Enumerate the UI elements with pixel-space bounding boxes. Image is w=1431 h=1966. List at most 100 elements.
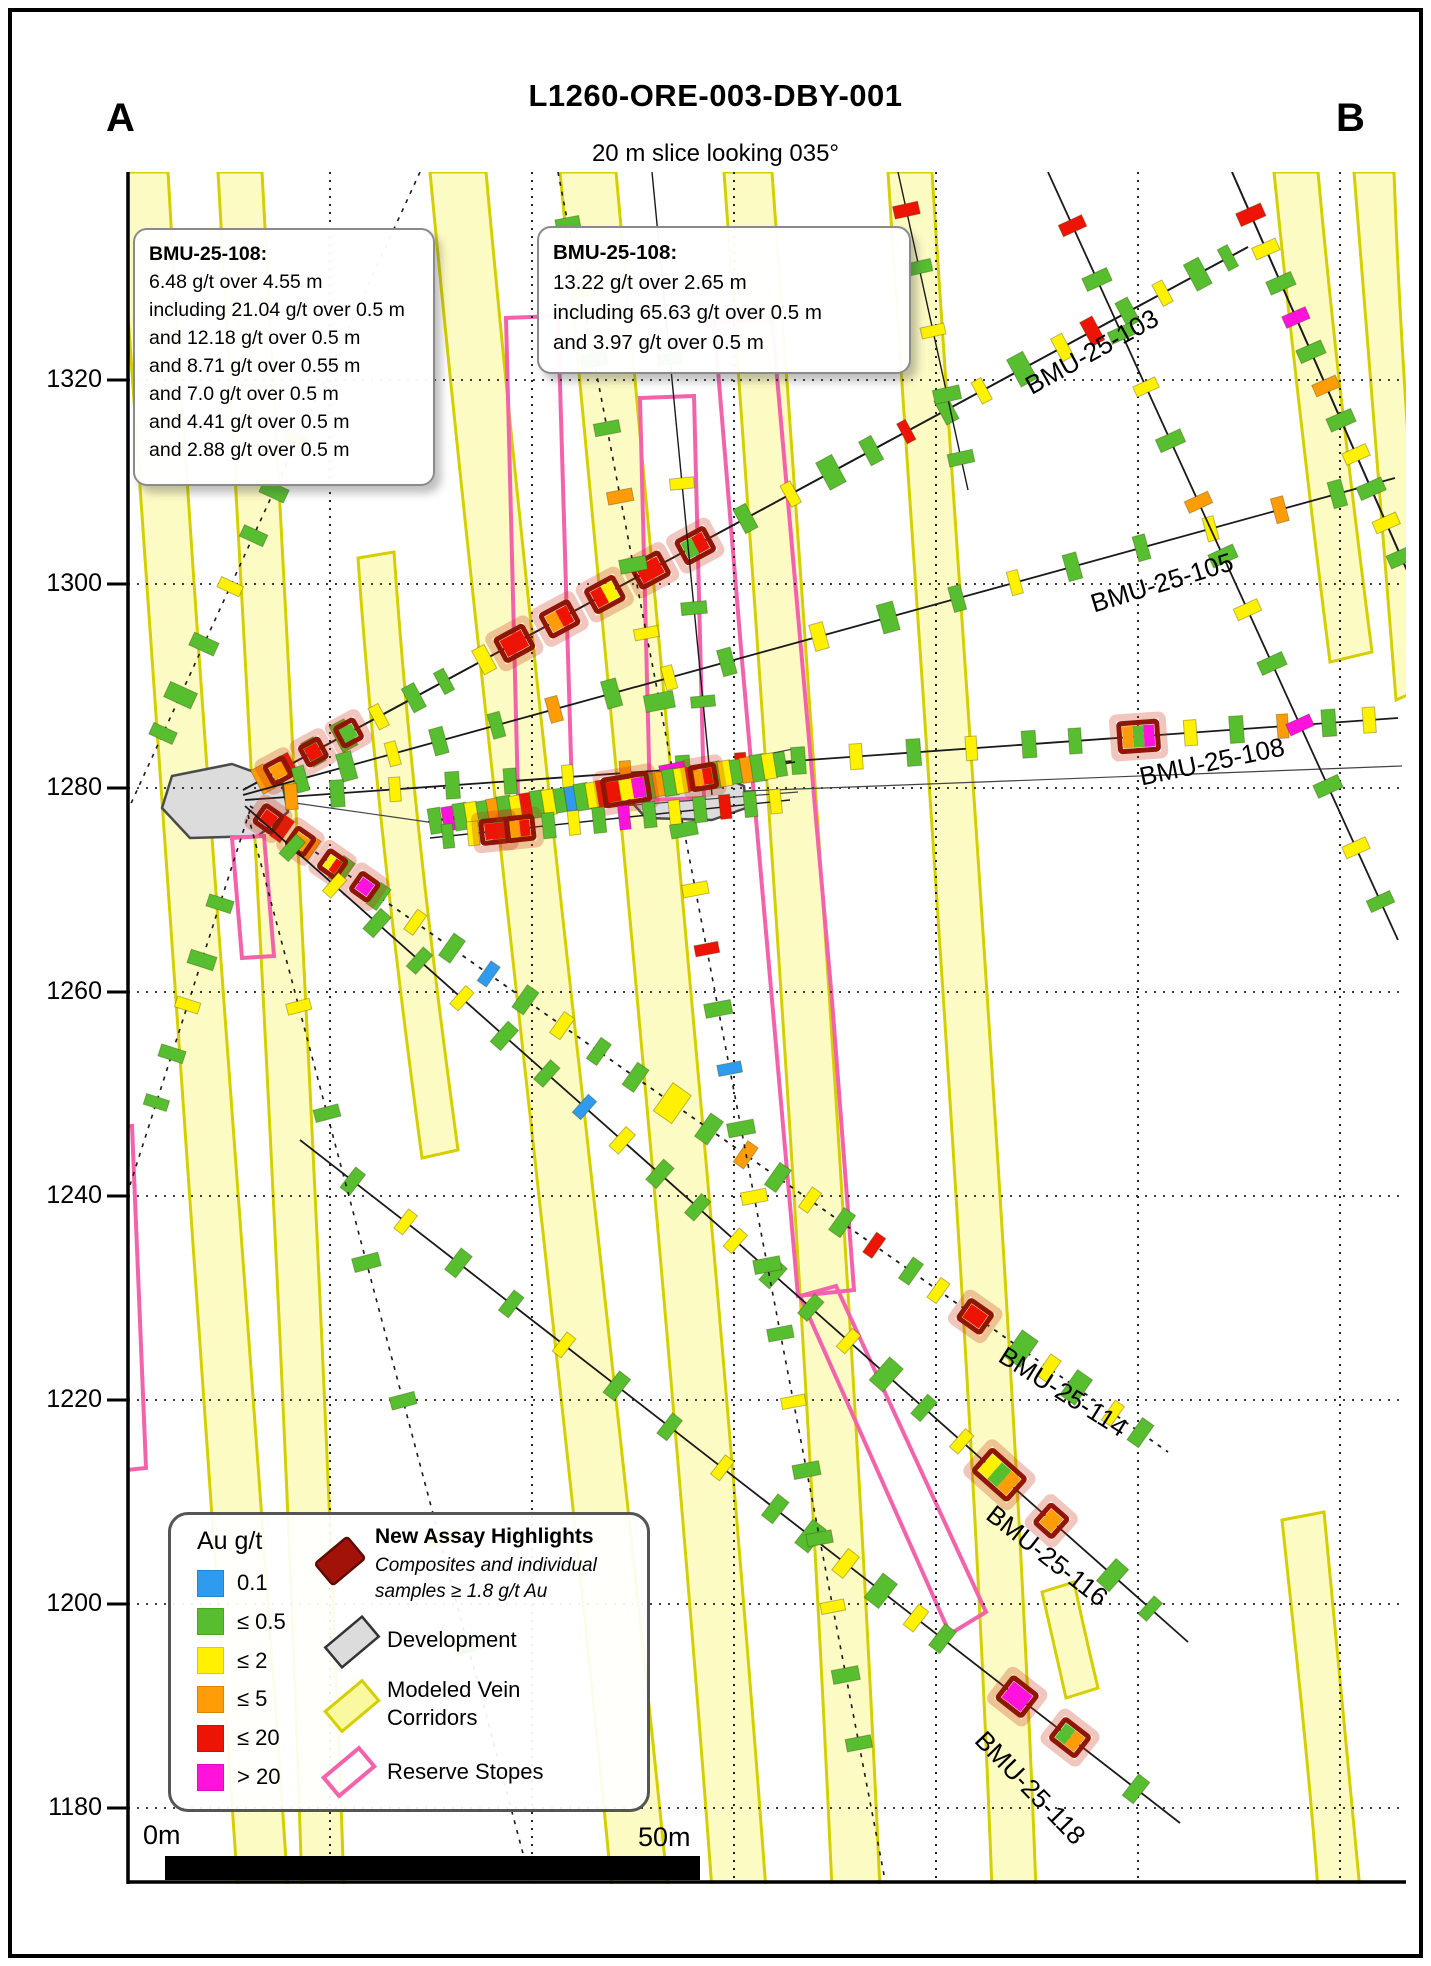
assay-highlight-box <box>324 709 373 757</box>
assay-interval-tick <box>283 782 299 811</box>
assay-interval-tick <box>599 677 624 710</box>
assay-interval-tick <box>1326 478 1349 510</box>
assay-interval-tick <box>831 1547 861 1580</box>
assay-interval-tick <box>1228 714 1246 744</box>
assay-interval-tick <box>437 932 467 964</box>
assay-interval-tick <box>334 750 359 783</box>
assay-highlight-box <box>340 862 389 911</box>
assay-interval-tick <box>656 1412 684 1442</box>
elevation-label: 1320 <box>46 365 102 393</box>
vein-corridor-shape <box>428 172 669 1884</box>
drill-trace <box>299 1139 1181 1824</box>
assay-interval-tick <box>844 1734 874 1753</box>
legend-reserve-stopes-label: Reserve Stopes <box>387 1759 544 1784</box>
assay-interval-tick <box>814 453 847 491</box>
grade-label: ≤ 2 <box>237 1647 268 1673</box>
section-marker-b: B <box>1336 96 1365 140</box>
callout-title: BMU-25-108: <box>553 241 678 264</box>
assay-interval-tick <box>540 811 557 840</box>
assay-interval-tick <box>779 1393 807 1411</box>
assay-interval-tick <box>1320 708 1338 738</box>
assay-interval-tick <box>465 820 481 847</box>
assay-interval-tick <box>1269 495 1290 525</box>
assay-interval-tick <box>1081 266 1113 293</box>
grade-swatch-red <box>197 1724 224 1752</box>
assay-interval-tick <box>779 480 803 509</box>
assay-interval-tick <box>683 1192 712 1222</box>
callout-title: BMU-25-108: <box>149 243 268 265</box>
assay-interval-tick <box>760 1493 790 1525</box>
assay-interval-tick <box>796 1293 825 1323</box>
legend-vein-label-2: Corridors <box>387 1705 478 1730</box>
assay-interval-tick <box>1355 476 1387 502</box>
elevation-label: 1200 <box>46 1589 102 1617</box>
assay-interval-tick <box>1061 551 1084 583</box>
assay-interval-tick <box>931 384 963 405</box>
assay-interval-tick <box>667 799 683 826</box>
assay-highlight-box <box>947 1289 1003 1344</box>
assay-interval-tick <box>383 740 402 768</box>
legend-grade-row: ≤ 20 <box>197 1724 280 1752</box>
assay-interval-tick <box>1182 256 1213 292</box>
assay-interval-tick <box>789 746 807 776</box>
assay-interval-tick <box>1057 214 1088 238</box>
assay-interval-tick <box>946 448 976 468</box>
assay-interval-tick <box>548 1010 576 1041</box>
assay-highlight-box <box>1040 1708 1100 1767</box>
assay-interval-tick <box>1234 202 1267 228</box>
assay-interval-tick <box>725 1118 757 1139</box>
assay-interval-tick <box>1281 305 1311 330</box>
grade-label: ≤ 0.5 <box>237 1608 286 1634</box>
assay-interval-tick <box>592 419 622 438</box>
assay-interval-tick <box>186 948 218 972</box>
callout-line: and 2.88 g/t over 0.5 m <box>149 439 350 461</box>
assay-interval-tick <box>443 1247 473 1279</box>
legend-grade-row: ≤ 5 <box>197 1685 267 1713</box>
assay-interval-tick <box>1067 727 1083 755</box>
scalebar-label-50m: 50m <box>638 1822 691 1852</box>
vein-corridor-shape <box>1272 172 1374 664</box>
development-icon <box>323 1614 381 1670</box>
assay-interval-tick <box>902 1603 930 1633</box>
assay-interval-tick <box>1341 442 1371 467</box>
assay-interval-tick <box>1216 243 1240 272</box>
assay-interval-tick <box>440 822 456 850</box>
assay-interval-tick <box>543 694 565 725</box>
assay-interval-tick <box>693 1112 725 1146</box>
assay-interval-tick <box>1295 339 1327 365</box>
assay-interval-tick <box>403 908 428 937</box>
assay-interval-tick <box>238 523 269 548</box>
grade-swatch-magenta <box>197 1763 224 1791</box>
grade-label: > 20 <box>237 1764 281 1789</box>
assay-interval-tick <box>608 1125 637 1155</box>
elevation-label: 1260 <box>46 977 102 1005</box>
reserve-stope-outline <box>797 1283 989 1637</box>
assay-highlight-box <box>592 763 660 816</box>
assay-interval-tick <box>387 776 402 803</box>
grade-label: 0.1 <box>237 1570 268 1595</box>
assay-interval-tick <box>827 1206 857 1239</box>
drill-trace <box>244 717 1399 801</box>
assay-interval-tick <box>205 893 235 915</box>
callout-line: and 3.97 g/t over 0.5 m <box>553 331 764 354</box>
elevation-label: 1220 <box>46 1385 102 1413</box>
assay-interval-tick <box>895 418 917 445</box>
assay-interval-tick <box>1183 490 1214 514</box>
assay-interval-tick <box>1265 270 1297 296</box>
assay-callout-left: BMU-25-108: 6.48 g/t over 4.55 m includin… <box>133 228 435 486</box>
assay-interval-tick <box>763 1161 793 1194</box>
assay-interval-tick <box>1365 889 1396 914</box>
assay-interval-tick <box>388 1390 418 1411</box>
assay-interval-tick <box>715 646 738 678</box>
assay-highlight-box <box>496 806 544 851</box>
legend-icons-svg <box>314 1536 381 1799</box>
assay-interval-tick <box>1232 598 1263 622</box>
assay-interval-tick <box>188 631 220 657</box>
assay-interval-tick <box>290 764 311 794</box>
assay-interval-tick <box>566 809 582 836</box>
assay-highlight-box <box>1108 711 1169 762</box>
assay-highlight-box <box>575 566 634 623</box>
assay-interval-tick <box>875 600 901 635</box>
assay-interval-tick <box>511 984 540 1016</box>
